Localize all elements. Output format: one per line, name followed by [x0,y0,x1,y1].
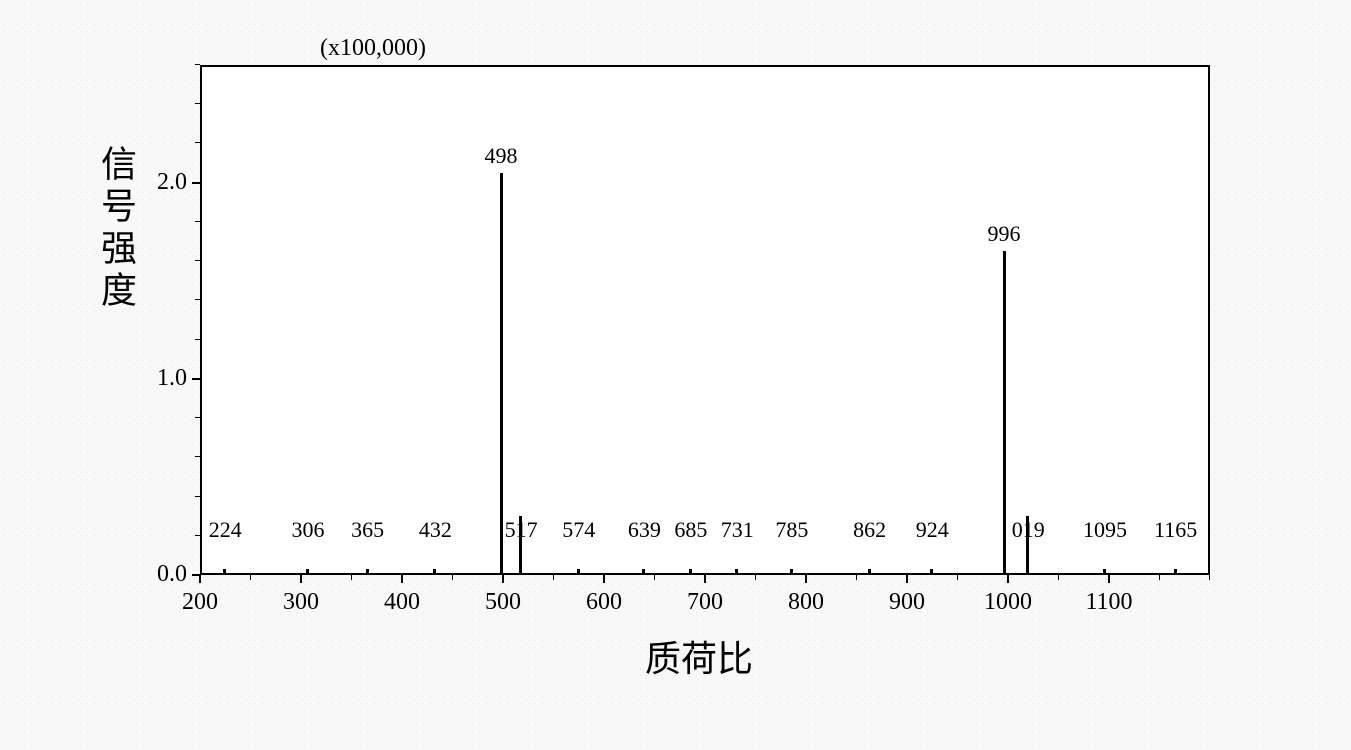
x-minor-tick [250,575,251,580]
peak-label: 517 [496,517,546,543]
x-tick-label: 1000 [978,589,1038,616]
y-minor-tick [195,456,200,457]
x-minor-tick [1159,575,1160,580]
peak-bar [735,569,738,575]
x-minor-tick [957,575,958,580]
peak-bar [366,569,369,575]
x-minor-tick [1058,575,1059,580]
peak-bar [577,569,580,575]
peak-bar [433,569,436,575]
peak-label: 639 [619,517,669,543]
x-major-tick [1007,575,1009,583]
x-tick-label: 800 [776,589,836,616]
multiplier-label: (x100,000) [320,35,426,62]
x-tick-label: 500 [473,589,533,616]
peak-bar [642,569,645,575]
x-major-tick [1108,575,1110,583]
peak-label: 498 [473,143,529,169]
y-minor-tick [195,221,200,222]
peak-label: 731 [712,517,762,543]
y-minor-tick [195,142,200,143]
x-tick-label: 300 [271,589,331,616]
x-tick-label: 400 [372,589,432,616]
x-minor-tick [553,575,554,580]
y-minor-tick [195,339,200,340]
peak-label: 432 [410,517,460,543]
peak-label: 365 [343,517,393,543]
peak-label: 019 [1003,517,1053,543]
x-major-tick [401,575,403,583]
peak-bar [223,569,226,575]
peak-bar [790,569,793,575]
x-major-tick [603,575,605,583]
y-minor-tick [195,64,200,65]
peak-label: 1165 [1151,517,1201,543]
peak-label: 306 [283,517,333,543]
x-minor-tick [1209,575,1210,580]
peak-bar [500,173,503,575]
y-minor-tick [195,417,200,418]
x-major-tick [805,575,807,583]
peak-label: 924 [907,517,957,543]
x-minor-tick [351,575,352,580]
y-minor-tick [195,103,200,104]
peak-label: 785 [767,517,817,543]
x-minor-tick [755,575,756,580]
peak-label: 996 [976,221,1032,247]
peak-label: 574 [554,517,604,543]
y-tick-label: 2.0 [145,169,187,196]
peak-bar [1103,569,1106,575]
y-axis-label: 信号强度 [90,145,142,313]
x-minor-tick [654,575,655,580]
x-major-tick [199,575,201,583]
x-tick-label: 600 [574,589,634,616]
x-major-tick [502,575,504,583]
peak-bar [306,569,309,575]
peak-label: 685 [666,517,716,543]
peak-label: 862 [845,517,895,543]
y-tick-label: 0.0 [145,561,187,588]
x-axis-label: 质荷比 [645,630,753,682]
x-major-tick [704,575,706,583]
peak-label: 1095 [1080,517,1130,543]
x-minor-tick [452,575,453,580]
y-minor-tick [195,260,200,261]
y-minor-tick [195,496,200,497]
y-major-tick [192,378,200,380]
y-tick-label: 1.0 [145,365,187,392]
x-minor-tick [856,575,857,580]
plot-area [200,65,1210,575]
peak-bar [930,569,933,575]
x-major-tick [906,575,908,583]
x-major-tick [300,575,302,583]
x-tick-label: 200 [170,589,230,616]
x-tick-label: 700 [675,589,735,616]
peak-label: 224 [200,517,250,543]
x-tick-label: 900 [877,589,937,616]
peak-bar [689,569,692,575]
y-major-tick [192,182,200,184]
peak-bar [1174,569,1177,575]
x-tick-label: 1100 [1079,589,1139,616]
peak-bar [868,569,871,575]
y-minor-tick [195,299,200,300]
